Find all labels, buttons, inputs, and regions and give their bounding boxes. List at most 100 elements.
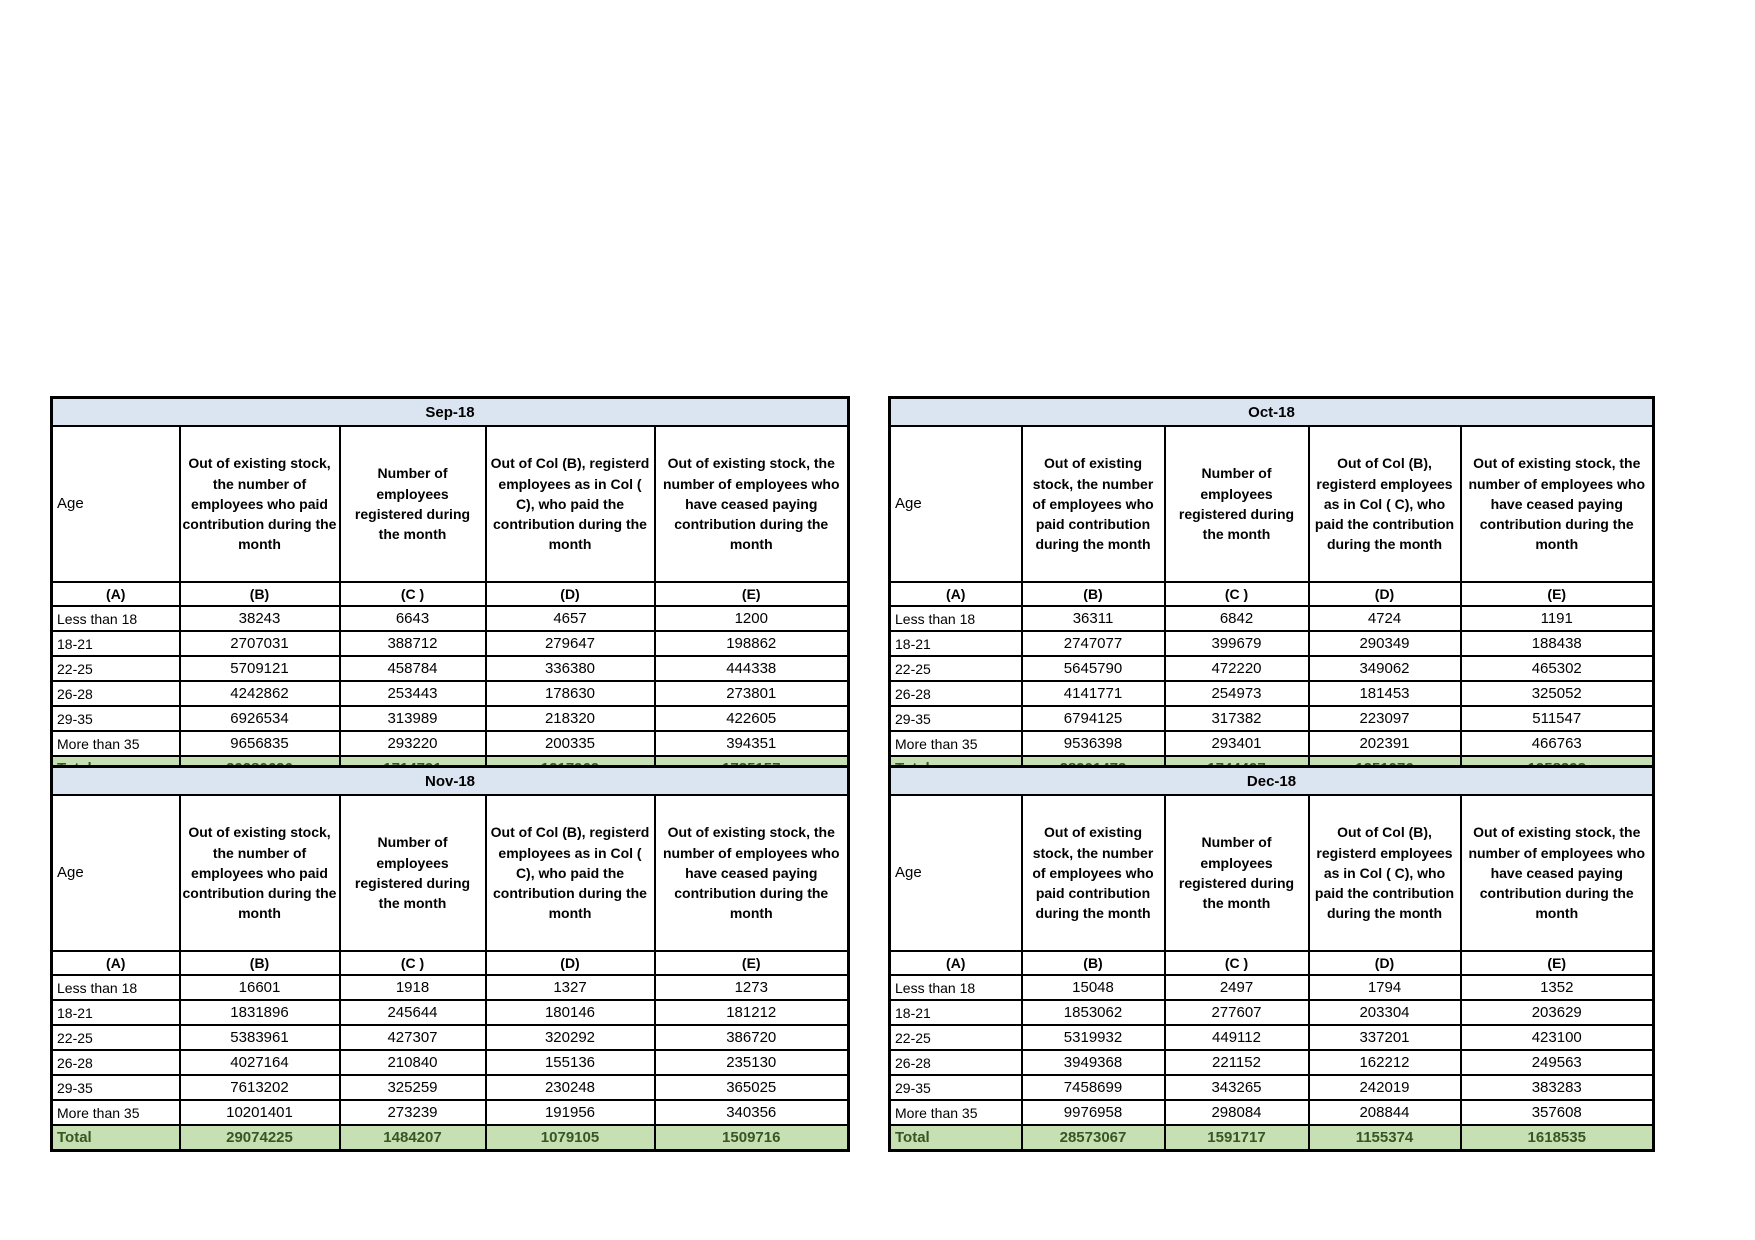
age-data-row: More than 35 10201401 273239 191956 340356 bbox=[50, 1099, 850, 1126]
age-data-row: 29-35 6794125 317382 223097 511547 bbox=[888, 705, 1655, 732]
value-cell: 6926534 bbox=[178, 705, 341, 732]
age-data-row: Less than 18 36311 6842 4724 1191 bbox=[888, 605, 1655, 632]
value-cell: 203629 bbox=[1459, 999, 1655, 1026]
value-cell: 9976958 bbox=[1020, 1099, 1166, 1126]
value-cell: 210840 bbox=[338, 1049, 487, 1076]
value-cell: 313989 bbox=[338, 705, 487, 732]
age-group-cell: More than 35 bbox=[50, 730, 181, 757]
value-cell: 7458699 bbox=[1020, 1074, 1166, 1101]
value-cell: 290349 bbox=[1307, 630, 1462, 657]
value-cell: 4242862 bbox=[178, 680, 341, 707]
column-letter-d: (D) bbox=[484, 581, 656, 607]
column-header-c: Number of employees registered during th… bbox=[1163, 794, 1310, 952]
age-group-cell: 29-35 bbox=[50, 705, 181, 732]
column-header-d: Out of Col (B), registerd employees as i… bbox=[484, 794, 656, 952]
value-cell: 249563 bbox=[1459, 1049, 1655, 1076]
value-cell: 1327 bbox=[484, 974, 656, 1001]
value-cell: 349062 bbox=[1307, 655, 1462, 682]
value-cell: 466763 bbox=[1459, 730, 1655, 757]
value-cell: 254973 bbox=[1163, 680, 1310, 707]
age-data-row: 22-25 5383961 427307 320292 386720 bbox=[50, 1024, 850, 1051]
value-cell: 4027164 bbox=[178, 1049, 341, 1076]
age-column-header: Age bbox=[50, 425, 181, 583]
age-group-cell: 22-25 bbox=[888, 655, 1023, 682]
value-cell: 245644 bbox=[338, 999, 487, 1026]
age-data-row: 22-25 5709121 458784 336380 444338 bbox=[50, 655, 850, 682]
column-letter-b: (B) bbox=[178, 581, 341, 607]
column-letter-e: (E) bbox=[1459, 581, 1655, 607]
column-header-e: Out of existing stock, the number of emp… bbox=[653, 794, 850, 952]
value-cell: 1918 bbox=[338, 974, 487, 1001]
value-cell: 1191 bbox=[1459, 605, 1655, 632]
value-cell: 325259 bbox=[338, 1074, 487, 1101]
age-data-row: 26-28 4242862 253443 178630 273801 bbox=[50, 680, 850, 707]
column-letter-d: (D) bbox=[484, 950, 656, 976]
age-data-row: Less than 18 15048 2497 1794 1352 bbox=[888, 974, 1655, 1001]
total-value-cell: 29074225 bbox=[178, 1124, 341, 1152]
age-data-row: 18-21 2747077 399679 290349 188438 bbox=[888, 630, 1655, 657]
value-cell: 1352 bbox=[1459, 974, 1655, 1001]
value-cell: 9536398 bbox=[1020, 730, 1166, 757]
age-column-header: Age bbox=[50, 794, 181, 952]
age-group-cell: 18-21 bbox=[888, 630, 1023, 657]
column-letter-c: (C ) bbox=[1163, 950, 1310, 976]
value-cell: 325052 bbox=[1459, 680, 1655, 707]
value-cell: 230248 bbox=[484, 1074, 656, 1101]
column-header-d: Out of Col (B), registerd employees as i… bbox=[1307, 794, 1462, 952]
value-cell: 365025 bbox=[653, 1074, 850, 1101]
value-cell: 223097 bbox=[1307, 705, 1462, 732]
value-cell: 388712 bbox=[338, 630, 487, 657]
value-cell: 253443 bbox=[338, 680, 487, 707]
column-header-b: Out of existing stock, the number of emp… bbox=[1020, 425, 1166, 583]
column-header-c: Number of employees registered during th… bbox=[1163, 425, 1310, 583]
total-value-cell: 1079105 bbox=[484, 1124, 656, 1152]
value-cell: 337201 bbox=[1307, 1024, 1462, 1051]
value-cell: 277607 bbox=[1163, 999, 1310, 1026]
value-cell: 1853062 bbox=[1020, 999, 1166, 1026]
table-title: Dec-18 bbox=[888, 765, 1655, 796]
value-cell: 2747077 bbox=[1020, 630, 1166, 657]
value-cell: 181453 bbox=[1307, 680, 1462, 707]
age-data-row: 22-25 5319932 449112 337201 423100 bbox=[888, 1024, 1655, 1051]
column-letter-e: (E) bbox=[1459, 950, 1655, 976]
age-group-cell: Less than 18 bbox=[888, 605, 1023, 632]
age-group-cell: 22-25 bbox=[50, 655, 181, 682]
value-cell: 511547 bbox=[1459, 705, 1655, 732]
column-header-e: Out of existing stock, the number of emp… bbox=[653, 425, 850, 583]
value-cell: 317382 bbox=[1163, 705, 1310, 732]
age-group-cell: More than 35 bbox=[888, 730, 1023, 757]
age-data-row: Less than 18 16601 1918 1327 1273 bbox=[50, 974, 850, 1001]
total-row: Total 28573067 1591717 1155374 1618535 bbox=[888, 1124, 1655, 1152]
value-cell: 5319932 bbox=[1020, 1024, 1166, 1051]
value-cell: 6794125 bbox=[1020, 705, 1166, 732]
total-value-cell: 1509716 bbox=[653, 1124, 850, 1152]
column-letter-b: (B) bbox=[1020, 581, 1166, 607]
column-header-b: Out of existing stock, the number of emp… bbox=[178, 794, 341, 952]
age-group-cell: 26-28 bbox=[50, 680, 181, 707]
value-cell: 38243 bbox=[178, 605, 341, 632]
value-cell: 472220 bbox=[1163, 655, 1310, 682]
total-row: Total 29074225 1484207 1079105 1509716 bbox=[50, 1124, 850, 1152]
age-group-cell: Less than 18 bbox=[50, 605, 181, 632]
value-cell: 235130 bbox=[653, 1049, 850, 1076]
value-cell: 458784 bbox=[338, 655, 487, 682]
age-group-cell: 18-21 bbox=[50, 630, 181, 657]
value-cell: 1200 bbox=[653, 605, 850, 632]
value-cell: 399679 bbox=[1163, 630, 1310, 657]
age-group-cell: 18-21 bbox=[50, 999, 181, 1026]
total-value-cell: 1618535 bbox=[1459, 1124, 1655, 1152]
value-cell: 221152 bbox=[1163, 1049, 1310, 1076]
value-cell: 279647 bbox=[484, 630, 656, 657]
age-group-cell: More than 35 bbox=[888, 1099, 1023, 1126]
value-cell: 293401 bbox=[1163, 730, 1310, 757]
column-header-b: Out of existing stock, the number of emp… bbox=[178, 425, 341, 583]
value-cell: 2707031 bbox=[178, 630, 341, 657]
age-group-cell: Less than 18 bbox=[50, 974, 181, 1001]
age-group-cell: 26-28 bbox=[888, 680, 1023, 707]
value-cell: 4657 bbox=[484, 605, 656, 632]
age-column-header: Age bbox=[888, 794, 1023, 952]
value-cell: 5645790 bbox=[1020, 655, 1166, 682]
value-cell: 1794 bbox=[1307, 974, 1462, 1001]
total-label-cell: Total bbox=[50, 1124, 181, 1152]
value-cell: 383283 bbox=[1459, 1074, 1655, 1101]
